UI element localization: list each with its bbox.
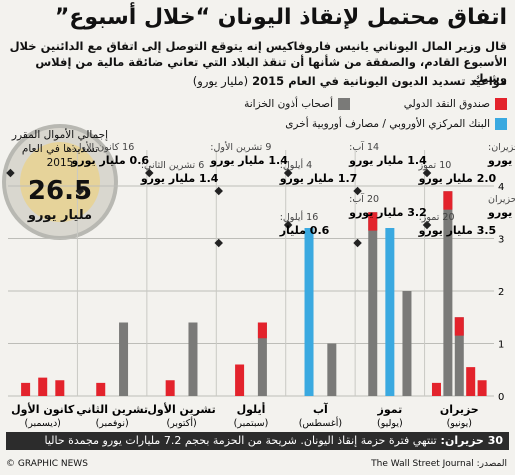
note-text: تنتهي فترة حزمة إنقاذ اليونان. شريحة من …: [44, 434, 437, 447]
month-sublabel: (أكتوبر): [166, 416, 196, 429]
credit: © GRAPHIC NEWS: [6, 459, 88, 469]
bar-imf: [235, 364, 245, 396]
month-sublabel: (أغسطس): [299, 416, 342, 429]
legend-swatch: [338, 98, 350, 110]
annotation-date: 4 أيلول:: [280, 158, 313, 171]
bar-ecb: [385, 228, 395, 396]
month-label: تموز: [376, 403, 402, 416]
legend-swatch: [495, 98, 507, 110]
y-tick-label: 1: [498, 340, 504, 351]
coin-inner: [20, 142, 100, 222]
annotation-marker: [214, 238, 223, 248]
annotation-amount: 1.4 مليار يورو: [209, 154, 288, 167]
bar-imf-segment: [454, 317, 464, 336]
annotation-amount: 3.5 مليار يورو: [418, 224, 497, 237]
coin-value: 26.5: [27, 176, 93, 206]
y-tick-label: 0: [498, 392, 504, 403]
bar-tbill: [368, 212, 378, 396]
annotation-amount: 0.6 مليار: [279, 224, 330, 237]
annotation-marker: [75, 186, 85, 196]
bar-imf-segment: [368, 212, 378, 231]
legend-swatch: [495, 118, 507, 130]
annotation-marker: [283, 220, 293, 230]
y-tick-label: 4: [498, 182, 504, 193]
annotation-date: 14 آب:: [349, 140, 379, 153]
bar-tbill: [402, 291, 412, 396]
chart-title: مواعيد تسديد الديون اليونانية في العام 2…: [192, 74, 507, 88]
subtitle: قال وزير المال اليوناني يانيس فاروفاكيس …: [9, 39, 507, 85]
month-label: آب: [313, 402, 328, 416]
legend-label: صندوق النقد الدولي: [403, 98, 490, 110]
annotation-marker: [353, 186, 362, 196]
annotation-amount: 1.7 مليار يورو: [279, 172, 358, 185]
bar-imf: [165, 380, 175, 396]
annotation-date: 6 تشرين الثاني:: [141, 160, 204, 171]
annotation-date: 10 تموز: [418, 160, 452, 171]
bar-imf-segment: [257, 322, 267, 339]
annotation-date: 16 أيلول:: [280, 210, 319, 223]
coin-unit: مليار يورو: [27, 208, 93, 223]
bar-imf-segment: [443, 191, 453, 210]
bottom-note: 30 حزيران: تنتهي فترة حزمة إنقاذ اليونان…: [6, 432, 509, 450]
bar-ecb: [304, 228, 314, 396]
bar-tbill: [443, 191, 453, 396]
note-date: 30 حزيران:: [440, 434, 503, 447]
annotation-date: 19 حزيران: [488, 194, 515, 205]
y-tick-label: 2: [498, 287, 504, 298]
month-sublabel: (يونيو): [447, 418, 472, 429]
annotation-amount: 0.6 مليار يورو: [70, 154, 149, 167]
page-title: اتفاق محتمل لإنقاذ اليونان “خلال أسبوع”: [54, 5, 507, 30]
bar-imf: [431, 382, 441, 396]
bar-tbill: [188, 322, 198, 396]
annotation-amount: 1.4 مليار يورو: [140, 172, 219, 185]
annotation-date: 16 كانون الأول:: [71, 141, 134, 153]
bar-imf: [55, 380, 65, 396]
month-label: تشرين الثاني: [76, 403, 148, 416]
bar-imf: [477, 380, 487, 396]
month-label: أيلول: [237, 402, 266, 416]
annotation-date: 9 تشرين الأول:: [210, 141, 271, 153]
annotation-marker: [283, 168, 293, 178]
month-label: حزيران: [440, 403, 479, 416]
coin-label: إجمالي الأموال المقرر تسديدها في العام 2…: [11, 129, 109, 169]
coin-graphic: [2, 124, 118, 240]
legend-label: أصحاب أذون الخزانة: [244, 98, 333, 110]
bar-imf: [21, 382, 31, 396]
month-sublabel: (سبتمبر): [234, 418, 269, 429]
month-label: كانون الأول: [11, 402, 75, 416]
legend-tbill: أصحاب أذون الخزانة: [244, 98, 350, 110]
y-tick-label: 3: [498, 235, 504, 246]
month-sublabel: (ديسمبر): [25, 418, 61, 429]
annotation-amount: 3.2 مليار يورو: [348, 206, 427, 219]
month-sublabel: (نوفمبر): [96, 418, 129, 429]
source: المصدر: The Wall Street Journal: [371, 459, 507, 469]
annotation-amount: 1.9 مليار يورو: [487, 206, 515, 219]
annotation-marker: [145, 168, 154, 178]
bar-imf: [96, 382, 106, 396]
annotation-marker: [214, 186, 223, 196]
annotation-date: 20 تموز:: [419, 212, 455, 223]
annotation-marker: [422, 220, 432, 230]
annotation-marker: [353, 238, 362, 248]
bar-tbill: [327, 343, 337, 396]
bar-tbill: [257, 322, 267, 396]
legend-imf: صندوق النقد الدولي: [404, 98, 507, 110]
month-sublabel: (يوليو): [377, 418, 403, 429]
annotation-marker: [422, 168, 432, 178]
bar-imf: [466, 367, 476, 396]
annotation-amount: 2.0 مليار يورو: [418, 172, 497, 185]
bar-imf: [38, 377, 48, 396]
legend-ecb: البنك المركزي الأوروبي / مصارف أوروبية أ…: [285, 118, 507, 130]
bar-tbill: [454, 317, 464, 396]
annotation-date: 12 حزيران:: [488, 142, 515, 153]
month-label: تشرين الأول: [147, 402, 215, 416]
legend-label: البنك المركزي الأوروبي / مصارف أوروبية أ…: [285, 118, 490, 130]
annotation-amount: 1.4 مليار يورو: [348, 154, 427, 167]
annotation-amount: 3.9 مليار يورو: [487, 154, 515, 167]
bar-tbill: [119, 322, 129, 396]
annotation-date: 20 آب:: [349, 192, 379, 205]
